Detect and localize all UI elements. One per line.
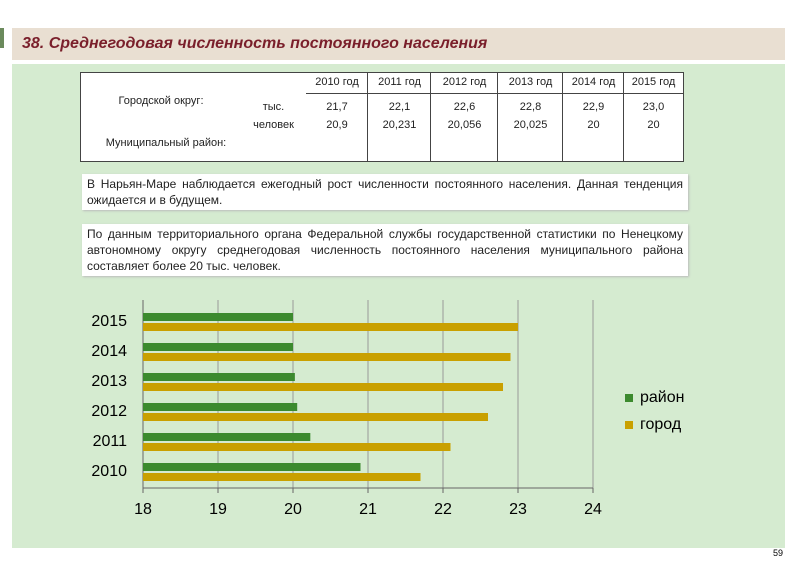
bar [143,373,295,381]
bar [143,313,293,321]
title: 38. Среднегодовая численность постоянног… [22,35,488,52]
y-tick-label: 2013 [91,373,127,390]
x-tick-label: 21 [359,501,377,518]
table-value: 20,025 [513,119,548,131]
bar [143,443,451,451]
table-value: 22,9 [582,101,605,113]
bar [143,433,311,441]
table-value: 20,231 [382,119,417,131]
x-tick-label: 24 [584,501,602,518]
accent [0,28,4,48]
y-tick-label: 2015 [91,313,127,330]
table-value: 22,6 [453,101,476,113]
bar [143,353,511,361]
y-tick-label: 2011 [93,433,128,450]
table-value: 20 [647,119,660,131]
paragraph: По данным территориального органа Федера… [82,224,688,276]
bar [143,473,421,481]
table-value: 20,9 [326,119,348,131]
bar [143,323,518,331]
unit-label: тыс. [262,101,285,113]
table-value: 23,0 [642,101,665,113]
row-label: Городской округ: [118,95,204,107]
x-tick-label: 20 [284,501,302,518]
table-rule [306,93,683,94]
legend-swatch [625,421,633,429]
x-tick-label: 18 [134,501,152,518]
page-number: 59 [772,548,783,558]
table-value: 20 [587,119,600,131]
x-tick-label: 19 [209,501,227,518]
bar [143,403,298,411]
unit-label: человек [253,119,294,131]
y-tick-label: 2012 [91,403,127,420]
legend-label: район [640,389,684,406]
column-header: 2013 год [508,76,553,88]
column-header: 2012 год [442,76,487,88]
x-tick-label: 22 [434,501,452,518]
table-rule [623,73,624,161]
table-value: 22,8 [519,101,542,113]
column-header: 2015 год [631,76,676,88]
legend-label: город [640,416,682,433]
bar [143,463,361,471]
table-rule [497,73,498,161]
header-band [12,28,785,60]
table-value: 20,056 [447,119,482,131]
table-value: 21,7 [326,101,348,113]
x-tick-label: 23 [509,501,527,518]
bar [143,383,503,391]
table-rule [562,73,563,161]
paragraph: В Нарьян-Маре наблюдается ежегодный рост… [82,174,688,210]
table-rule [430,73,431,161]
table-rule [367,73,368,161]
column-header: 2010 год [315,76,359,88]
legend-swatch [625,394,633,402]
row-label: Муниципальный район: [105,137,227,149]
y-tick-label: 2014 [91,343,127,360]
column-header: 2014 год [571,76,616,88]
y-tick-label: 2010 [91,463,127,480]
table: 2010 год 21,7 20,9 2011 год 22,1 20,231 2012 г… [80,72,684,162]
table-value: 22,1 [388,101,411,113]
bar [143,343,293,351]
column-header: 2011 год [378,76,421,88]
bar [143,413,488,421]
